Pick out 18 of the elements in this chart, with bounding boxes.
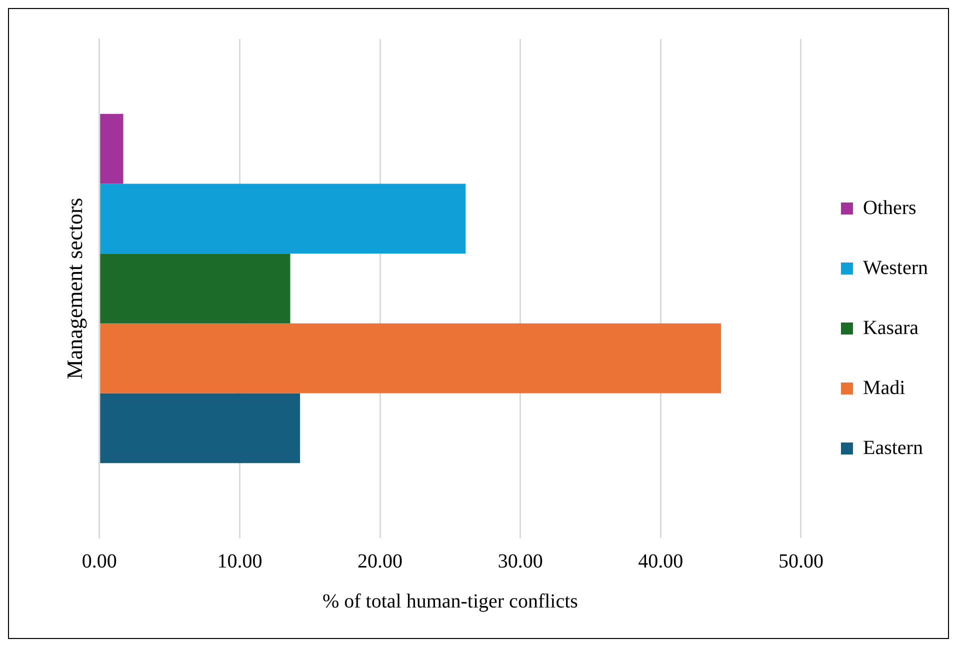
bar (100, 114, 124, 184)
x-axis-title: % of total human-tiger conflicts (322, 590, 578, 612)
y-axis-title: Management sectors (62, 198, 87, 380)
legend-label: Kasara (862, 316, 919, 339)
bar (100, 393, 300, 464)
x-tick-label: 10.00 (217, 550, 262, 572)
bar (100, 323, 721, 394)
legend-label: Eastern (862, 436, 923, 459)
bar (100, 184, 466, 254)
legend-label: Western (862, 256, 928, 279)
x-tick-label: 0.00 (82, 550, 117, 572)
x-tick-label: 30.00 (498, 550, 543, 572)
legend-label: Others (862, 196, 917, 219)
bar (100, 254, 290, 324)
x-tick-label: 20.00 (358, 550, 403, 572)
legend-label: Madi (862, 376, 906, 399)
x-tick-label: 50.00 (778, 550, 824, 572)
x-tick-label: 40.00 (638, 550, 684, 572)
